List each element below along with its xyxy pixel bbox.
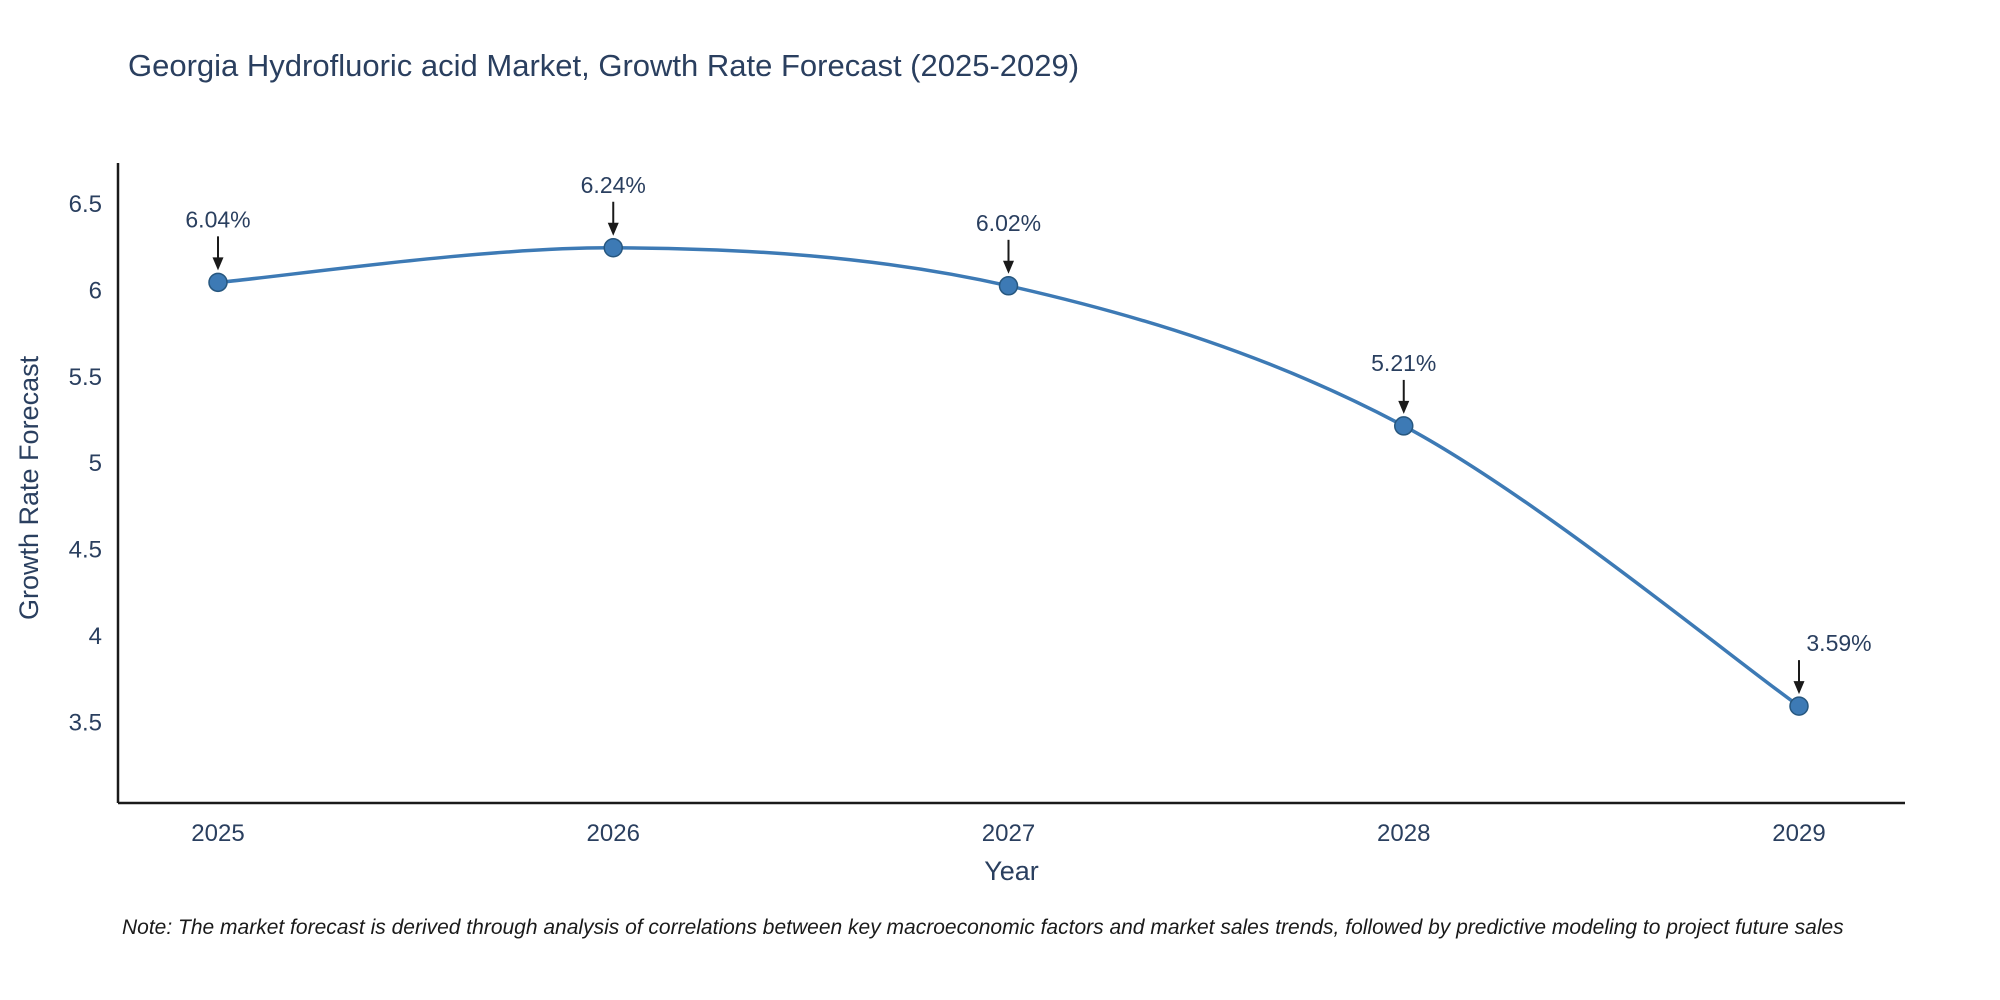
x-tick-label: 2026 bbox=[587, 820, 640, 847]
data-point-label: 6.24% bbox=[581, 172, 646, 198]
y-tick-label: 4 bbox=[89, 623, 102, 650]
annotation-arrowhead-icon bbox=[212, 257, 224, 271]
data-point-label: 6.04% bbox=[185, 206, 250, 232]
y-tick-label: 5.5 bbox=[69, 364, 102, 391]
x-axis-title: Year bbox=[984, 856, 1039, 886]
y-tick-label: 6.5 bbox=[69, 191, 102, 218]
x-tick-label: 2029 bbox=[1772, 820, 1825, 847]
chart-title: Georgia Hydrofluoric acid Market, Growth… bbox=[128, 48, 1080, 83]
forecast-line bbox=[217, 246, 1801, 708]
x-tick-label: 2028 bbox=[1377, 820, 1430, 847]
annotation-arrowhead-icon bbox=[607, 222, 619, 236]
x-tick-label: 2027 bbox=[982, 820, 1035, 847]
data-point-marker bbox=[603, 238, 623, 258]
annotation-arrowhead-icon bbox=[1793, 681, 1805, 695]
y-tick-label: 5 bbox=[89, 450, 102, 477]
data-point-label: 6.02% bbox=[976, 210, 1041, 236]
data-point-label: 3.59% bbox=[1806, 630, 1871, 656]
x-tick-label: 2025 bbox=[191, 820, 244, 847]
data-point-marker bbox=[1394, 416, 1414, 436]
footnote: Note: The market forecast is derived thr… bbox=[122, 916, 1844, 939]
data-point-marker bbox=[998, 276, 1019, 296]
annotation-arrowhead-icon bbox=[1398, 400, 1410, 414]
data-point-marker bbox=[1789, 696, 1809, 716]
y-tick-label: 4.5 bbox=[69, 537, 102, 564]
y-axis-title: Growth Rate Forecast bbox=[14, 355, 44, 620]
annotation-arrowhead-icon bbox=[1003, 260, 1014, 274]
y-tick-label: 6 bbox=[89, 277, 102, 304]
data-point-label: 5.21% bbox=[1371, 350, 1436, 376]
data-point-marker bbox=[208, 272, 228, 293]
y-tick-label: 3.5 bbox=[69, 710, 102, 737]
